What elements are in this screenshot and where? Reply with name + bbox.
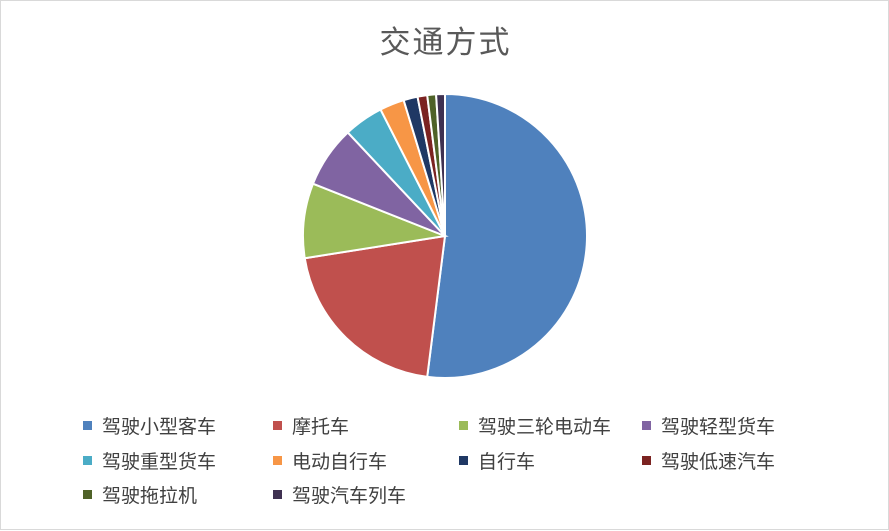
legend-item: 电动自行车 [273,448,388,473]
legend-item: 驾驶轻型货车 [642,413,776,438]
legend-item: 驾驶汽车列车 [273,482,407,507]
legend-item: 驾驶重型货车 [83,448,217,473]
pie-slice-2 [303,234,447,378]
legend-item: 驾驶小型客车 [83,413,217,438]
legend-label: 自行车 [478,450,536,473]
legend-swatch [642,420,651,430]
legend-swatch [83,420,92,430]
legend-item: 摩托车 [273,413,350,438]
pie-slice-10 [435,92,446,237]
legend-item: 驾驶拖拉机 [83,482,198,507]
legend-label: 驾驶小型客车 [102,415,217,438]
legend-swatch [273,455,282,465]
legend-swatch [83,455,92,465]
legend-swatch [459,455,468,465]
legend-label: 摩托车 [292,415,350,438]
legend-swatch [273,420,282,430]
legend-label: 驾驶三轮电动车 [478,415,612,438]
legend-label: 驾驶汽车列车 [292,484,407,507]
legend-label: 驾驶重型货车 [102,450,217,473]
legend-label: 电动自行车 [292,450,388,473]
legend-label: 驾驶低速汽车 [661,450,776,473]
legend-swatch [83,489,92,499]
chart-title: 交通方式 [379,25,512,61]
legend-swatch [642,455,651,465]
legend-item: 驾驶低速汽车 [642,448,776,473]
pie-slice-1 [426,92,588,379]
legend-item: 驾驶三轮电动车 [459,413,612,438]
legend-label: 驾驶拖拉机 [102,484,198,507]
legend-label: 驾驶轻型货车 [661,415,776,438]
legend-swatch [459,420,468,430]
legend-swatch [273,489,282,499]
legend-item: 自行车 [459,448,536,473]
